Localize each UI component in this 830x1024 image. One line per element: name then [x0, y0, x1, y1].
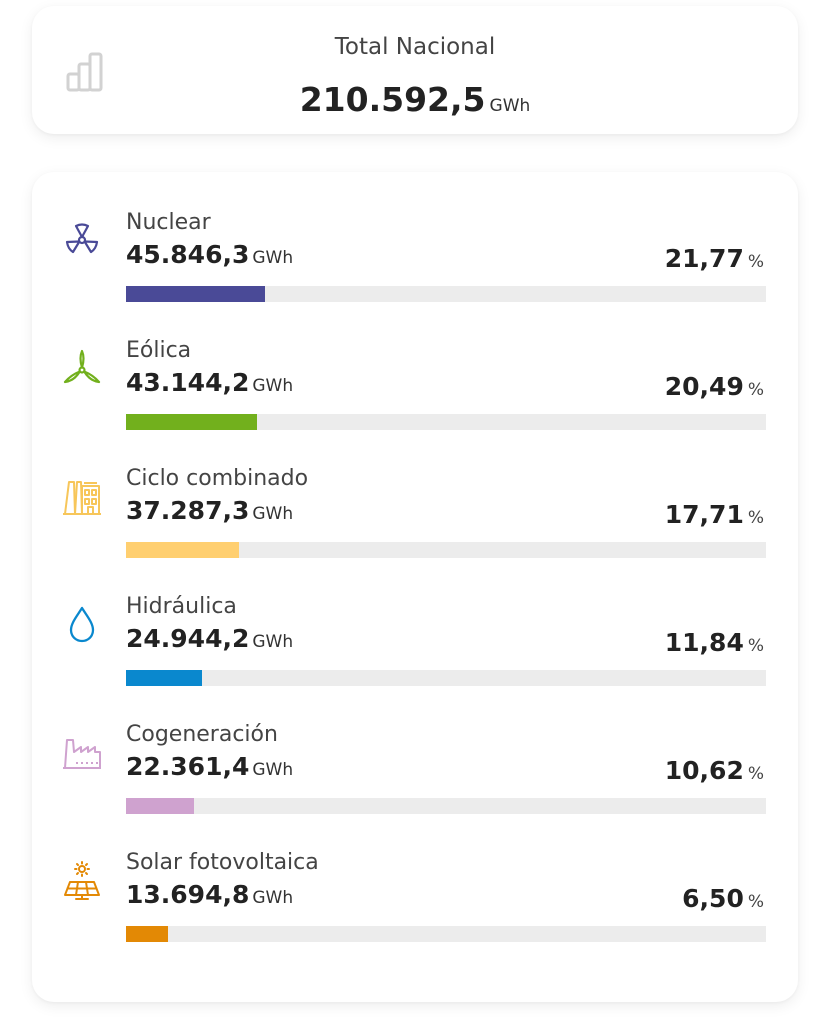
item-value: 45.846,3	[126, 240, 250, 269]
item-percent-value: 10,62	[664, 756, 744, 785]
item-value-line: 13.694,8 GWh	[126, 880, 293, 909]
item-value-line: 45.846,3 GWh	[126, 240, 293, 269]
item-value: 13.694,8	[126, 880, 250, 909]
share-bar-fill	[126, 542, 240, 558]
power-plant-icon	[63, 481, 101, 515]
list-item-eolica: Eólica 43.144,2 GWh 20,49%	[32, 300, 798, 430]
share-bar-fill	[126, 798, 194, 814]
share-bar-fill	[126, 670, 202, 686]
item-value: 22.361,4	[126, 752, 250, 781]
item-percent-symbol: %	[747, 764, 764, 784]
item-percentage: 10,62%	[665, 756, 764, 785]
item-unit: GWh	[252, 248, 294, 268]
item-label: Nuclear	[126, 210, 211, 235]
list-item-cogeneracion: Cogeneración 22.361,4 GWh 10,62%	[32, 684, 798, 814]
share-bar-track	[126, 286, 766, 302]
item-unit: GWh	[252, 376, 294, 396]
list-item-ciclo-combinado: Ciclo combinado 37.287,3 GWh 17,71%	[32, 428, 798, 558]
total-label: Total Nacional	[334, 34, 496, 60]
item-label: Solar fotovoltaica	[126, 850, 319, 875]
item-unit: GWh	[252, 632, 294, 652]
item-label: Cogeneración	[126, 722, 278, 747]
item-percent-symbol: %	[747, 380, 764, 400]
item-label: Ciclo combinado	[126, 466, 309, 491]
total-value: 210.592,5	[299, 80, 486, 119]
share-bar-track	[126, 926, 766, 942]
water-drop-icon	[69, 606, 95, 643]
item-percentage: 21,77%	[665, 244, 764, 273]
item-value: 37.287,3	[126, 496, 250, 525]
item-value: 43.144,2	[126, 368, 250, 397]
list-item-hidraulica: Hidráulica 24.944,2 GWh 11,84%	[32, 556, 798, 686]
item-percent-symbol: %	[747, 892, 764, 912]
item-value-line: 43.144,2 GWh	[126, 368, 293, 397]
list-item-nuclear: Nuclear 45.846,3 GWh 21,77%	[32, 172, 798, 302]
share-bar-track	[126, 670, 766, 686]
item-percent-value: 21,77	[664, 244, 744, 273]
item-percent-symbol: %	[747, 636, 764, 656]
wind-turbine-icon	[63, 349, 101, 384]
item-percent-value: 17,71	[664, 500, 744, 529]
share-bar-track	[126, 542, 766, 558]
share-bar-track	[126, 414, 766, 430]
factory-icon	[63, 739, 101, 769]
item-unit: GWh	[252, 888, 294, 908]
total-value-line: 210.592,5 GWh	[32, 80, 798, 119]
item-percent-symbol: %	[747, 252, 764, 272]
item-percent-symbol: %	[747, 508, 764, 528]
item-unit: GWh	[252, 760, 294, 780]
total-card: Total Nacional 210.592,5 GWh	[32, 6, 798, 134]
item-value-line: 37.287,3 GWh	[126, 496, 293, 525]
solar-panel-icon	[64, 861, 100, 900]
item-value-line: 24.944,2 GWh	[126, 624, 293, 653]
item-label: Eólica	[126, 338, 192, 363]
item-percent-value: 6,50	[682, 884, 744, 913]
item-percentage: 11,84%	[665, 628, 764, 657]
share-bar-track	[126, 798, 766, 814]
bar-chart-icon	[66, 52, 103, 92]
list-item-solar-fotovoltaica: Solar fotovoltaica 13.694,8 GWh 6,50%	[32, 812, 798, 942]
nuclear-icon	[65, 223, 99, 254]
item-value-line: 22.361,4 GWh	[126, 752, 293, 781]
item-percentage: 6,50%	[682, 884, 764, 913]
total-unit: GWh	[489, 96, 531, 116]
item-percentage: 20,49%	[665, 372, 764, 401]
item-percent-value: 11,84	[664, 628, 744, 657]
item-percentage: 17,71%	[665, 500, 764, 529]
share-bar-fill	[126, 926, 168, 942]
item-unit: GWh	[252, 504, 294, 524]
share-bar-fill	[126, 286, 266, 302]
item-percent-value: 20,49	[664, 372, 744, 401]
item-label: Hidráulica	[126, 594, 237, 619]
item-value: 24.944,2	[126, 624, 250, 653]
technology-list-card: Nuclear 45.846,3 GWh 21,77% Eólica 43.144…	[32, 172, 798, 1002]
share-bar-fill	[126, 414, 258, 430]
